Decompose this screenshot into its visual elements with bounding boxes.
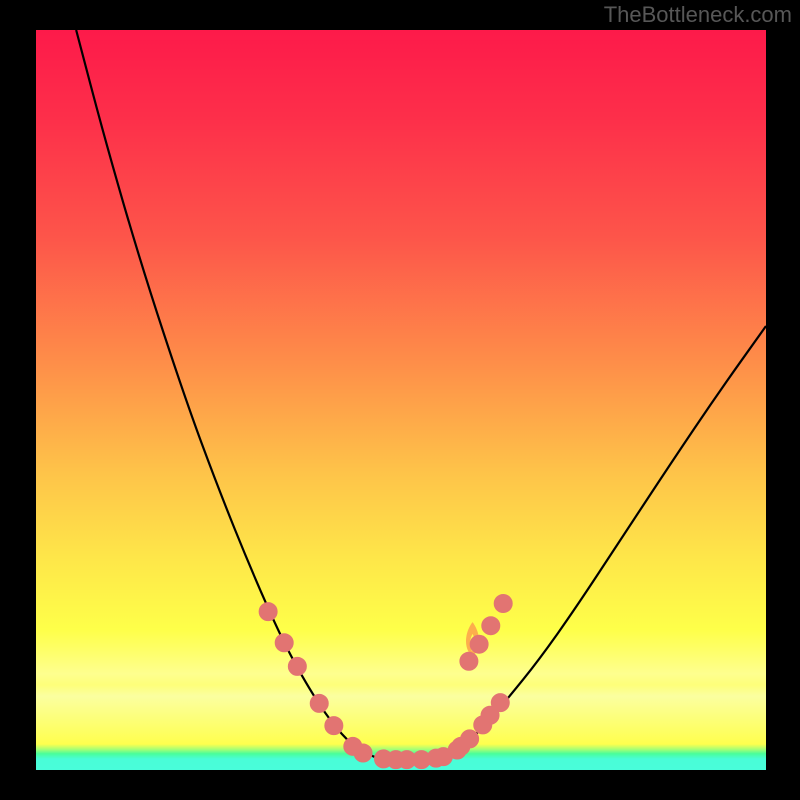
chart-container: TheBottleneck.com bbox=[0, 0, 800, 800]
marker-point bbox=[482, 617, 500, 635]
marker-point bbox=[288, 657, 306, 675]
marker-point bbox=[494, 595, 512, 613]
marker-point bbox=[259, 603, 277, 621]
watermark-text: TheBottleneck.com bbox=[604, 2, 792, 28]
marker-point bbox=[461, 730, 479, 748]
marker-point bbox=[310, 694, 328, 712]
marker-point bbox=[275, 634, 293, 652]
plot-svg bbox=[36, 30, 766, 770]
marker-point bbox=[325, 717, 343, 735]
marker-point bbox=[354, 744, 372, 762]
gradient-background bbox=[36, 30, 766, 770]
marker-point bbox=[470, 635, 488, 653]
marker-point bbox=[491, 694, 509, 712]
marker-point bbox=[460, 652, 478, 670]
